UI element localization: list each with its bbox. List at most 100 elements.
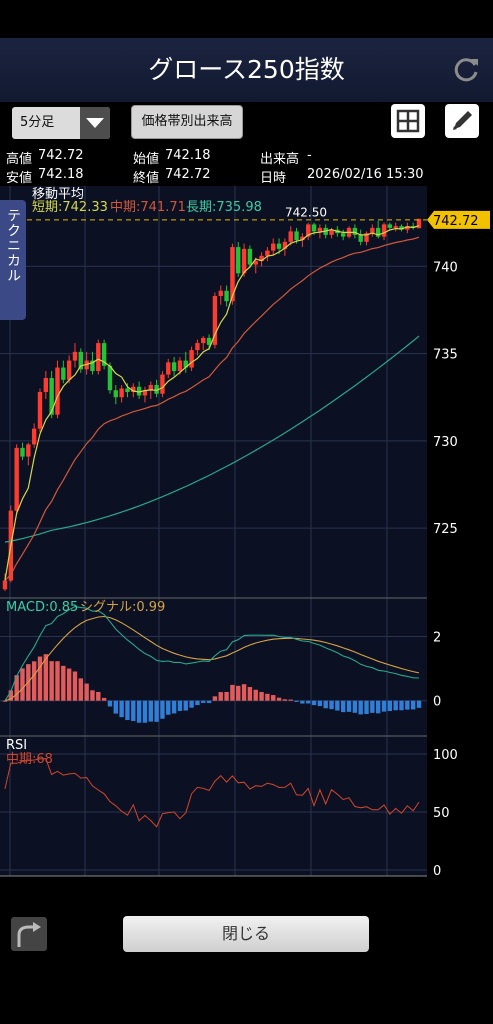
macd-histogram-bar	[340, 700, 346, 713]
ma-short-line	[4, 225, 420, 581]
candle	[265, 250, 270, 256]
volume-profile-button[interactable]: 価格帯別出来高	[131, 105, 243, 139]
macd-histogram-bar	[131, 700, 136, 721]
candle	[387, 224, 393, 228]
candle	[294, 231, 299, 241]
ma-mid-label: 中期:741.71	[110, 200, 186, 215]
candle	[352, 227, 358, 235]
macd-histogram-bar	[113, 700, 118, 714]
candle	[375, 227, 381, 237]
time-value: 2026/02/16 15:30	[307, 167, 424, 182]
macd-histogram-bar	[107, 700, 113, 707]
ma-mid-line	[4, 236, 420, 581]
macd-histogram-bar	[300, 700, 305, 704]
open-value: 742.18	[165, 148, 211, 163]
macd-histogram-bar	[399, 700, 404, 711]
candle	[119, 388, 124, 398]
candle	[78, 351, 84, 370]
candle	[276, 243, 282, 249]
candle	[416, 218, 422, 229]
macd-histogram-bar	[195, 700, 200, 706]
macd-histogram-bar	[230, 684, 235, 701]
ma-title: 移動平均	[32, 187, 84, 202]
candle	[247, 248, 253, 265]
macd-histogram-bar	[61, 665, 66, 701]
candle	[381, 224, 387, 237]
page-title: グロース250指数	[148, 55, 345, 84]
candle	[288, 231, 293, 242]
candle	[282, 241, 288, 249]
technical-tab-label: テクニカル	[5, 208, 21, 283]
macd-histogram-bar	[90, 690, 95, 701]
close-value: 742.72	[165, 167, 211, 182]
macd-histogram-bar	[78, 678, 84, 701]
candle	[96, 343, 101, 372]
macd-histogram-bar	[201, 700, 206, 703]
macd-histogram-bar	[410, 700, 416, 710]
macd-histogram-bar	[393, 700, 398, 711]
candle	[271, 243, 276, 251]
last-price-marker	[427, 210, 490, 229]
macd-histogram-bar	[72, 671, 78, 701]
macd-histogram-bar	[358, 700, 363, 715]
close-button[interactable]: 閉じる	[123, 916, 369, 952]
macd-histogram-bar	[317, 700, 323, 707]
candle	[340, 233, 346, 237]
ma-long-line	[4, 335, 420, 543]
macd-histogram-bar	[346, 700, 352, 712]
macd-histogram-bar	[253, 689, 258, 701]
candle	[113, 390, 118, 398]
macd-histogram-bar	[236, 685, 241, 701]
macd-histogram-bar	[212, 696, 218, 701]
pencil-icon[interactable]	[445, 104, 479, 138]
toolbar: 5分足 価格帯別出来高	[0, 102, 493, 146]
grid-icon[interactable]	[391, 104, 425, 138]
macd-histogram-bar	[206, 700, 212, 704]
macd-histogram-bar	[335, 700, 340, 711]
macd-histogram-bar	[271, 695, 276, 701]
title-bar: グロース250指数	[0, 38, 493, 102]
back-icon[interactable]	[11, 917, 47, 951]
macd-histogram-bar	[101, 697, 107, 701]
candle	[55, 367, 60, 415]
low-label: 安値	[6, 171, 33, 186]
refresh-icon[interactable]	[451, 54, 481, 84]
last-price-label: 742.72	[433, 214, 479, 229]
ma-long-label: 長期:735.98	[186, 200, 262, 215]
macd-tick-label: 2	[433, 631, 441, 646]
candle	[206, 337, 212, 345]
macd-histogram-bar	[405, 700, 410, 710]
macd-histogram-bar	[241, 684, 247, 701]
candle	[61, 367, 66, 380]
candle	[253, 261, 258, 265]
macd-histogram-bar	[259, 691, 264, 701]
macd-histogram-bar	[370, 700, 375, 713]
bottom-bar: 閉じる	[0, 880, 493, 1024]
candle	[306, 224, 311, 237]
macd-histogram-bar	[387, 700, 393, 711]
technical-tab[interactable]: テクニカル	[0, 200, 26, 320]
macd-histogram-bar	[288, 699, 293, 701]
candle	[218, 290, 223, 296]
candle	[364, 233, 369, 242]
candle	[177, 360, 183, 372]
macd-histogram-bar	[276, 697, 282, 701]
candle	[195, 343, 200, 351]
macd-histogram-bar	[2, 700, 8, 702]
candle	[230, 247, 235, 302]
macd-label: MACD:0.85	[6, 600, 78, 615]
macd-histogram-bar	[364, 700, 369, 715]
macd-histogram-bar	[49, 661, 54, 701]
candle	[358, 234, 363, 242]
macd-histogram-bar	[119, 700, 124, 718]
candle	[317, 227, 323, 232]
candle	[72, 351, 78, 361]
stock-chart[interactable]: 725 730 735 740 0 2 0 50 100 742.72 742.50 移動平均短期:7…	[0, 186, 493, 880]
macd-histogram-bar	[183, 700, 188, 711]
rsi-tick-label: 100	[433, 748, 458, 763]
candle	[329, 229, 334, 235]
low-value: 742.18	[38, 167, 84, 182]
period-select[interactable]: 5分足	[12, 107, 110, 139]
macd-line	[4, 606, 420, 701]
candle	[171, 362, 177, 372]
